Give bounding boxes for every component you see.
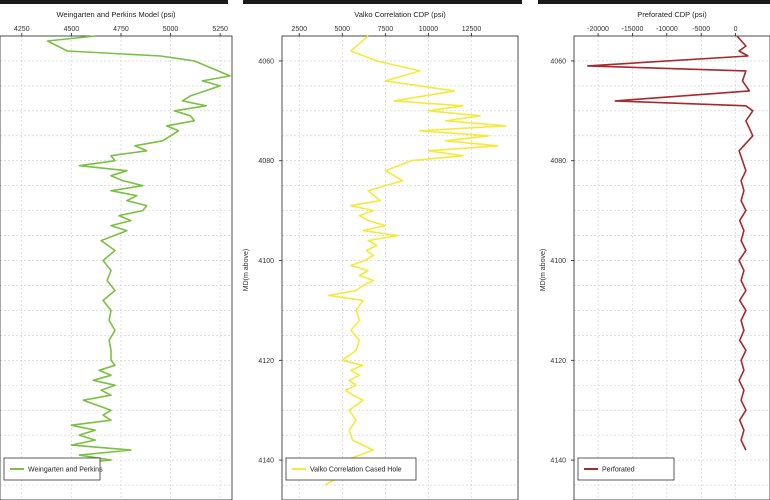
x-tick-label: 4750	[113, 26, 129, 33]
legend-box	[577, 457, 675, 481]
x-axis-title: Preforated CDP (psi)	[637, 10, 707, 19]
series-line	[324, 35, 507, 486]
y-tick-label: 4060	[550, 58, 566, 65]
series-line	[586, 35, 754, 451]
x-tick-label: -5000	[692, 26, 710, 33]
x-tick-label: -10000	[656, 26, 678, 33]
panel-right: Preforated CDP (psi) -20000 -15000 -10000 -5…	[538, 0, 770, 500]
y-tick-label: 4100	[550, 258, 566, 265]
y-tick-label: 4080	[258, 158, 274, 165]
x-tick-label: 12500	[462, 26, 482, 33]
panel-left: Weingarten and Perkins Model (psi) 4250 45…	[0, 0, 233, 500]
plot-frame	[573, 35, 770, 500]
x-tick-label: 5000	[335, 26, 351, 33]
series-line	[46, 35, 231, 471]
legend-label: Valko Correlation Cased Hole	[310, 467, 402, 474]
plot-frame	[281, 35, 519, 500]
x-tick-label: 5000	[163, 26, 179, 33]
panel-top-bar	[538, 0, 770, 4]
legend-label: Perforated	[602, 467, 635, 474]
y-axis-label: MD(m above)	[540, 249, 547, 291]
x-tick-label: 4500	[64, 26, 80, 33]
plot-frame	[0, 35, 233, 500]
panel-top-bar	[0, 0, 228, 4]
x-tick-label: 5250	[212, 26, 228, 33]
y-tick-label: 4140	[550, 458, 566, 465]
x-tick-label: -20000	[587, 26, 609, 33]
x-tick-label: 2500	[291, 26, 307, 33]
y-tick-label: 4120	[550, 358, 566, 365]
x-tick-label: -15000	[622, 26, 644, 33]
panel-top-bar	[243, 0, 522, 4]
y-tick-label: 4140	[258, 458, 274, 465]
legend-box	[285, 457, 417, 481]
x-axis-title: Valko Correlation CDP (psi)	[354, 10, 446, 19]
legend-box	[3, 457, 101, 481]
x-tick-label: 10000	[419, 26, 439, 33]
y-axis-label: MD(m above)	[243, 249, 250, 291]
x-tick-label: 4250	[14, 26, 30, 33]
y-tick-label: 4120	[258, 358, 274, 365]
panel-middle: Valko Correlation CDP (psi) 2500 5000 7500 1…	[243, 0, 522, 500]
legend-label: Weingarten and Perkins	[28, 467, 103, 474]
y-tick-label: 4100	[258, 258, 274, 265]
y-tick-label: 4080	[550, 158, 566, 165]
x-axis-title: Weingarten and Perkins Model (psi)	[56, 10, 176, 19]
x-tick-label: 7500	[378, 26, 394, 33]
x-tick-label: 0	[734, 26, 738, 33]
y-tick-label: 4060	[258, 58, 274, 65]
